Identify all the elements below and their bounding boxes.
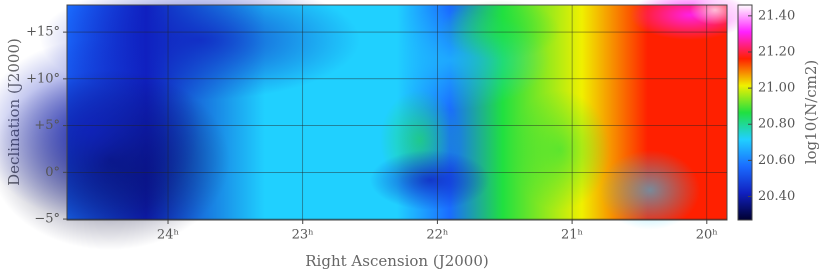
y-tick-label: +10° xyxy=(26,71,60,86)
x-tick-label: 22ʰ xyxy=(426,228,448,243)
colorbar-tick-label: 20.80 xyxy=(758,117,795,132)
y-tick-label: −5° xyxy=(34,212,60,227)
colorbar xyxy=(737,4,753,221)
colorbar-tick-label: 21.40 xyxy=(758,8,795,23)
sky-map xyxy=(0,0,750,250)
x-tick-label: 21ʰ xyxy=(561,228,583,243)
y-tick-label: 0° xyxy=(45,165,60,180)
colorbar-title: log10(N/cm2) xyxy=(802,60,820,165)
y-tick-label: +5° xyxy=(34,118,60,133)
colorbar-tick-label: 21.00 xyxy=(758,81,795,96)
x-axis-title: Right Ascension (J2000) xyxy=(305,252,488,270)
x-tick-label: 23ʰ xyxy=(292,228,314,243)
colorbar-tick-label: 20.60 xyxy=(758,153,795,168)
x-tick-label: 20ʰ xyxy=(696,228,718,243)
y-tick-label: +15° xyxy=(26,25,60,40)
colorbar-tick-label: 21.20 xyxy=(758,44,795,59)
colorbar-tick-label: 20.40 xyxy=(758,189,795,204)
x-tick-label: 24ʰ xyxy=(157,228,179,243)
